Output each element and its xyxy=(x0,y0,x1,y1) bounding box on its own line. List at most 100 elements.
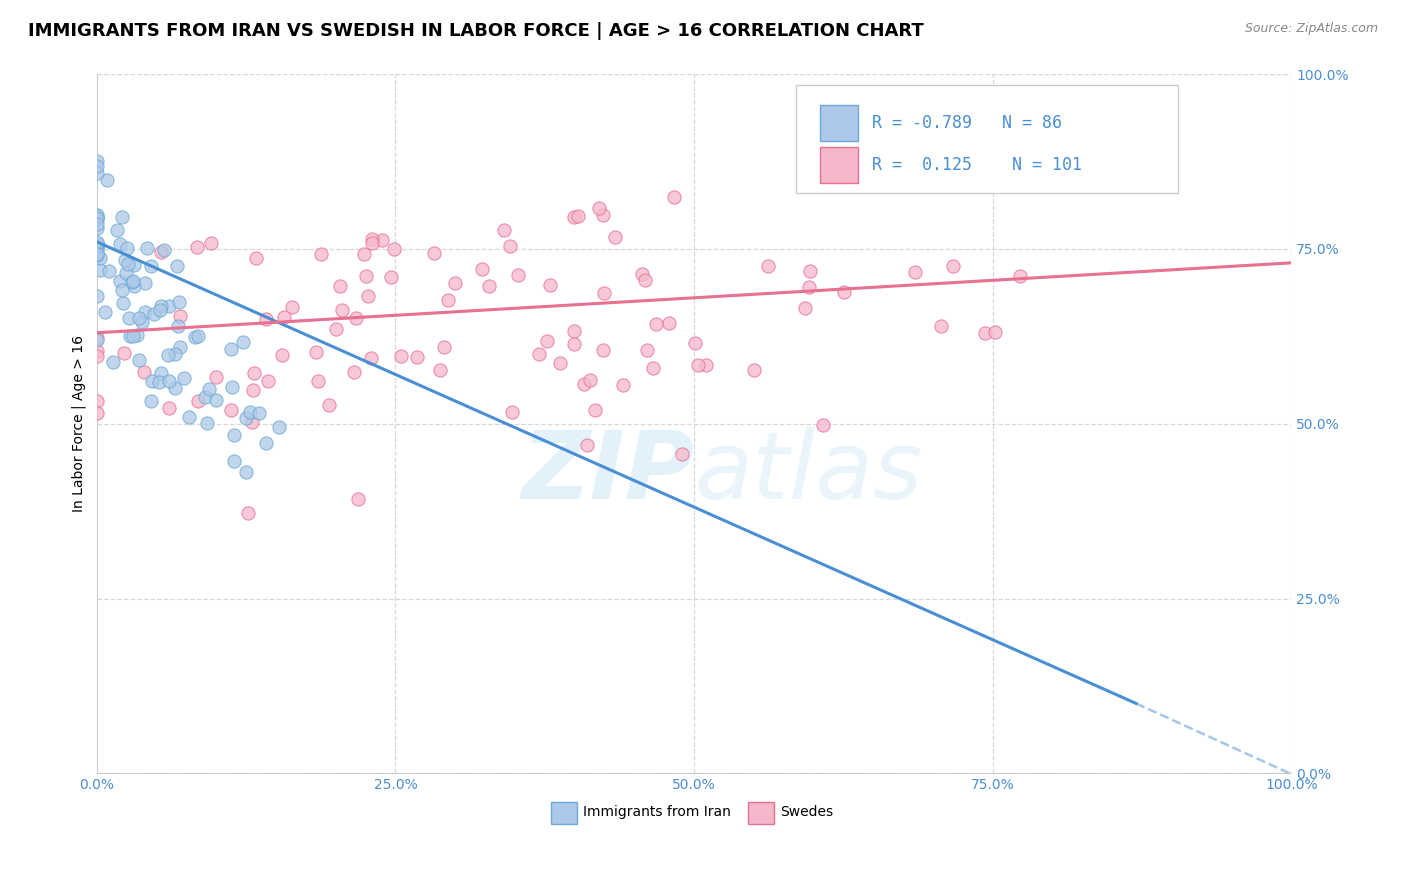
Point xyxy=(1010,269,1032,284)
Point xyxy=(811,418,834,433)
Point xyxy=(187,393,209,408)
Point xyxy=(89,251,111,265)
Point xyxy=(86,333,108,347)
Point xyxy=(527,347,550,361)
Point xyxy=(86,248,108,262)
Point xyxy=(506,268,529,283)
Text: Immigrants from Iran: Immigrants from Iran xyxy=(583,805,731,819)
Point xyxy=(240,415,263,429)
Point xyxy=(108,274,131,288)
Point xyxy=(267,419,290,434)
Point xyxy=(695,359,717,373)
Point xyxy=(115,241,138,255)
Point xyxy=(793,301,815,315)
Point xyxy=(984,325,1007,339)
Text: atlas: atlas xyxy=(695,427,922,518)
Text: Source: ZipAtlas.com: Source: ZipAtlas.com xyxy=(1244,22,1378,36)
Point xyxy=(536,334,558,348)
Point xyxy=(86,247,108,261)
Point xyxy=(169,340,191,354)
Point xyxy=(235,465,257,479)
Point xyxy=(131,315,153,329)
Point xyxy=(329,278,352,293)
Point xyxy=(562,336,585,351)
Point xyxy=(200,236,222,251)
Point xyxy=(658,316,681,330)
Point xyxy=(744,363,766,377)
Point xyxy=(86,154,108,169)
Point xyxy=(169,309,191,323)
Point xyxy=(163,381,186,395)
Point xyxy=(105,223,128,237)
Point xyxy=(567,209,589,223)
Point xyxy=(942,259,965,273)
Point xyxy=(242,383,264,397)
Point xyxy=(437,293,460,307)
Point xyxy=(572,377,595,392)
Point xyxy=(643,361,665,376)
Point xyxy=(389,350,412,364)
Point xyxy=(307,374,329,388)
Point xyxy=(112,346,135,360)
Point xyxy=(157,299,180,313)
Point xyxy=(89,263,111,277)
Point xyxy=(86,211,108,226)
Point xyxy=(94,304,117,318)
Point xyxy=(634,273,657,287)
Point xyxy=(122,274,145,288)
Point xyxy=(86,220,108,235)
Point xyxy=(115,266,138,280)
Point xyxy=(142,307,165,321)
Point xyxy=(224,427,246,442)
Bar xyxy=(551,802,576,824)
Point xyxy=(538,277,561,292)
Point xyxy=(406,350,429,364)
Point xyxy=(149,244,172,259)
Point xyxy=(86,211,108,225)
Point xyxy=(232,334,254,349)
Point xyxy=(98,264,121,278)
Point xyxy=(120,328,142,343)
Point xyxy=(360,351,382,366)
Point xyxy=(148,376,170,390)
Point xyxy=(353,246,375,260)
Point xyxy=(380,269,402,284)
Point xyxy=(236,506,259,520)
Point xyxy=(187,329,209,343)
Text: ZIP: ZIP xyxy=(522,426,695,518)
Point xyxy=(501,405,523,419)
Point xyxy=(173,371,195,385)
Point xyxy=(422,246,444,260)
Point xyxy=(564,211,586,225)
Point xyxy=(122,329,145,343)
Point xyxy=(121,276,143,290)
Point xyxy=(128,311,150,326)
Point xyxy=(103,354,125,368)
Point xyxy=(86,245,108,260)
Point xyxy=(110,237,132,252)
Point xyxy=(592,343,614,358)
Point xyxy=(478,279,501,293)
Point xyxy=(371,234,394,248)
Point xyxy=(254,436,277,450)
Point xyxy=(118,310,141,325)
Point xyxy=(245,251,267,265)
Point xyxy=(167,294,190,309)
Point xyxy=(166,318,188,333)
Point xyxy=(799,264,821,278)
Point xyxy=(361,235,384,250)
Point xyxy=(645,317,668,331)
Point xyxy=(122,279,145,293)
Point xyxy=(86,237,108,252)
Point xyxy=(347,492,370,507)
Y-axis label: In Labor Force | Age > 16: In Labor Force | Age > 16 xyxy=(72,335,86,512)
Point xyxy=(139,394,162,409)
Point xyxy=(309,247,332,261)
Point xyxy=(325,322,347,336)
Point xyxy=(318,398,340,412)
Point xyxy=(86,159,108,173)
Point xyxy=(149,302,172,317)
Point xyxy=(86,209,108,223)
Point xyxy=(111,296,134,310)
Point xyxy=(797,280,820,294)
